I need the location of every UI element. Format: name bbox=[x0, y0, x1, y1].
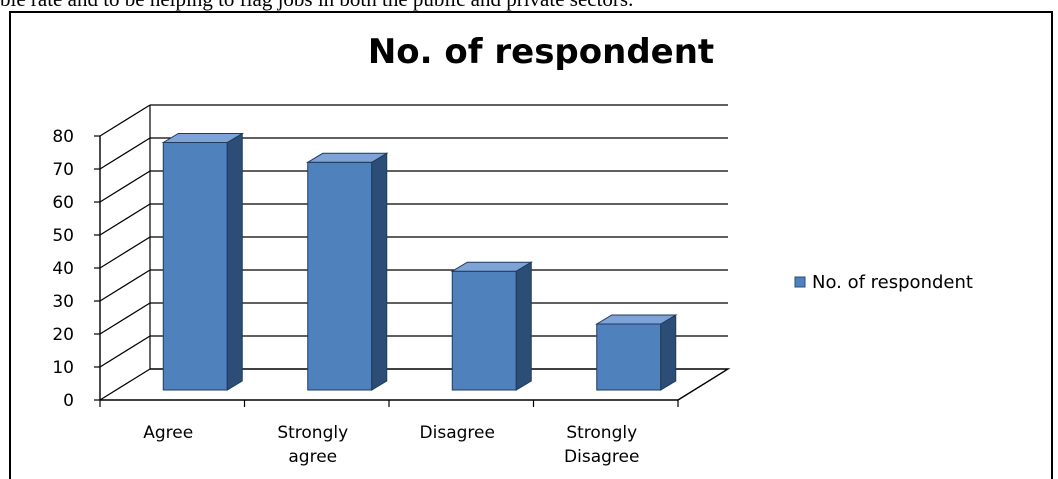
bar bbox=[161, 132, 245, 391]
bar-side bbox=[371, 152, 388, 391]
bar-side bbox=[226, 132, 243, 391]
x-tick-labels: Agree Strongly agree Disagree Strongly Disagr… bbox=[143, 423, 639, 467]
bar-top bbox=[450, 261, 534, 272]
bar bbox=[305, 152, 389, 391]
y-tick-label: 40 bbox=[52, 259, 74, 279]
bar-front bbox=[307, 161, 373, 391]
side-gridline bbox=[99, 335, 151, 368]
legend-label: No. of respondent bbox=[812, 272, 973, 293]
x-tick-label: Strongly agree bbox=[277, 423, 348, 467]
y-tick-label: 50 bbox=[52, 226, 74, 246]
bar bbox=[450, 261, 534, 391]
bar-top bbox=[161, 133, 245, 143]
y-tick-labels: 0 10 20 30 40 50 60 70 80 bbox=[52, 127, 74, 411]
y-tick-label: 70 bbox=[52, 160, 74, 180]
legend-swatch bbox=[794, 276, 806, 288]
side-gridline bbox=[99, 269, 151, 302]
side-gridline bbox=[99, 203, 151, 236]
chart-title: No. of respondent bbox=[368, 32, 714, 72]
page-caption: ble rate and to be helping to flag jobs … bbox=[0, 0, 1058, 11]
gridlines bbox=[99, 104, 728, 401]
y-tick-label: 80 bbox=[52, 127, 74, 147]
side-gridline bbox=[99, 368, 151, 401]
x-tick-label: Disagree bbox=[420, 423, 495, 443]
x-tick-label: Strongly Disagree bbox=[564, 423, 639, 467]
bar-top bbox=[594, 314, 678, 325]
side-gridline bbox=[99, 302, 151, 335]
y-tick-label: 30 bbox=[52, 292, 74, 312]
side-gridline bbox=[99, 236, 151, 269]
bar-side bbox=[660, 314, 677, 391]
bar-side bbox=[515, 261, 532, 391]
axes bbox=[94, 105, 731, 407]
y-tick-label: 0 bbox=[63, 391, 74, 411]
bar-front bbox=[596, 323, 662, 391]
y-tick-label: 10 bbox=[52, 358, 74, 378]
y-tick-label: 20 bbox=[52, 325, 74, 345]
bar bbox=[594, 314, 678, 391]
legend: No. of respondent bbox=[794, 272, 973, 293]
bar-top bbox=[305, 152, 389, 163]
side-gridline bbox=[99, 170, 151, 203]
bars bbox=[161, 132, 678, 391]
y-tick-label: 60 bbox=[52, 193, 74, 213]
x-tick-label: Agree bbox=[143, 423, 193, 443]
side-gridline bbox=[99, 137, 151, 170]
side-gridline bbox=[99, 104, 151, 137]
bar-front bbox=[162, 142, 228, 391]
bar-front bbox=[451, 270, 517, 391]
